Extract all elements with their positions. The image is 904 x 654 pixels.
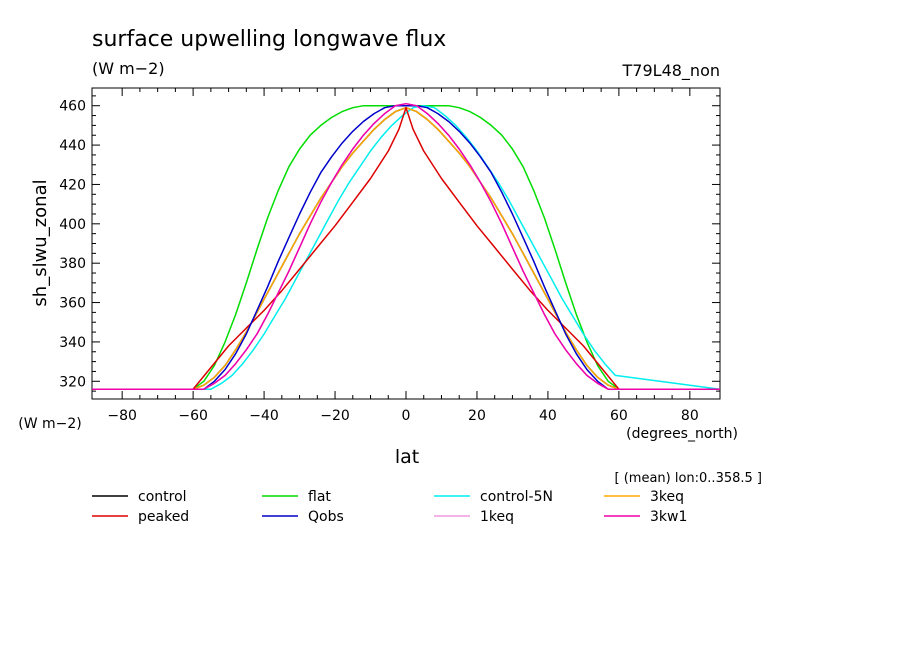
legend-label-3kw1: 3kw1 (650, 509, 687, 525)
series-line-peaked (92, 106, 720, 390)
legend-label-1keq: 1keq (480, 509, 514, 525)
series-line-Qobs (92, 104, 720, 390)
y-tick-label: 380 (59, 256, 86, 272)
x-tick-label: 80 (681, 408, 699, 424)
y-tick-label: 420 (59, 177, 86, 193)
x-tick-label: 40 (539, 408, 557, 424)
x-tick-label: 0 (402, 408, 411, 424)
y-axis-ticks: 320 340 360 380 400 420 440 460 (59, 95, 720, 392)
chart-subtitle: (W m−2) (92, 59, 165, 78)
y-tick-label: 460 (59, 99, 86, 115)
plot-frame (91, 87, 721, 400)
chart-title: surface upwelling longwave flux (92, 27, 446, 52)
x-tick-label: −20 (320, 408, 350, 424)
legend-label-control: control (138, 489, 187, 505)
x-tick-label: −40 (249, 408, 279, 424)
legend-label-control-5N: control-5N (480, 489, 553, 505)
x-axis-label: lat (395, 446, 419, 468)
legend-label-3keq: 3keq (650, 489, 684, 505)
run-label: T79L48_non (622, 61, 720, 81)
series-line-flat (92, 104, 720, 390)
averaging-note: [ (mean) lon:0..358.5 ] (615, 471, 763, 486)
x-tick-label: 20 (468, 408, 486, 424)
x-tick-label: −60 (178, 408, 208, 424)
x-axis-ticks: −80 −60 −40 −20 0 20 40 60 80 (107, 88, 699, 424)
x-tick-label: 60 (610, 408, 628, 424)
series-line-1keq (92, 102, 720, 390)
y-tick-label: 320 (59, 374, 86, 390)
series-line-control-5N (92, 104, 721, 390)
series-line-3keq (92, 106, 720, 390)
y-tick-label: 340 (59, 335, 86, 351)
y-units: (W m−2) (18, 416, 82, 432)
legend-label-Qobs: Qobs (308, 509, 344, 525)
y-tick-label: 440 (59, 138, 86, 154)
x-units: (degrees_north) (626, 426, 738, 442)
y-tick-label: 400 (59, 217, 86, 233)
x-tick-label: −80 (107, 408, 137, 424)
plot-area: −80 −60 −40 −20 0 20 40 60 80 320 340 360 380 400 420… (59, 87, 721, 424)
legend-label-flat: flat (308, 489, 331, 505)
y-axis-label: sh_slwu_zonal (30, 179, 51, 306)
series-line-3kw1 (92, 102, 720, 390)
series-line-control (92, 106, 720, 390)
legend-label-peaked: peaked (138, 509, 189, 525)
series-lines (92, 102, 721, 390)
legend: control peaked flat Qobs control-5N 1keq 3keq 3… (92, 489, 687, 525)
y-tick-label: 360 (59, 296, 86, 312)
